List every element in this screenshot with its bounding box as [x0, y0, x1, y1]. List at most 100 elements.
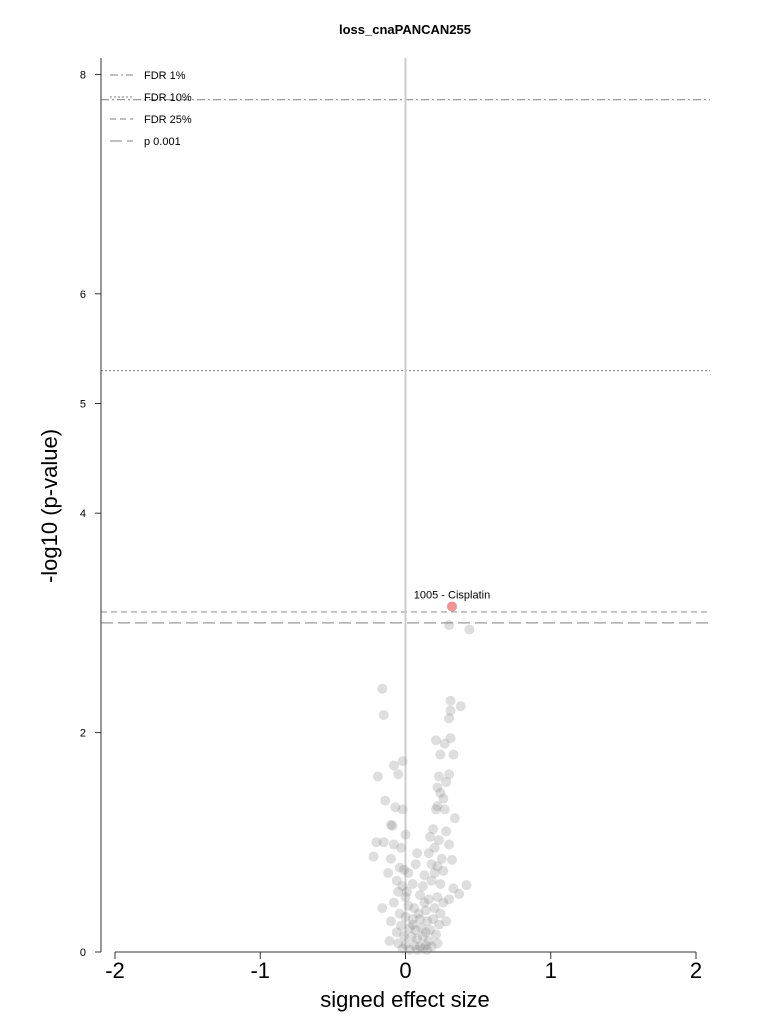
- data-point: [423, 936, 434, 947]
- data-point: [422, 916, 433, 927]
- data-point: [432, 861, 443, 872]
- x-tick-label: 0: [399, 958, 411, 983]
- highlight-label: 1005 - Cisplatin: [414, 589, 490, 601]
- data-point: [388, 839, 399, 850]
- data-point: [415, 914, 426, 925]
- data-point: [435, 908, 446, 919]
- data-point: [446, 854, 457, 865]
- data-point: [444, 839, 455, 850]
- data-point: [403, 900, 414, 911]
- data-point: [400, 911, 411, 922]
- data-point: [454, 888, 465, 899]
- y-axis-ticks: 0 2 4 5 6 8: [80, 69, 101, 959]
- data-point: [400, 939, 411, 950]
- data-point: [400, 892, 411, 903]
- legend: FDR 1% FDR 10% FDR 25% p 0.001: [110, 70, 192, 148]
- data-point: [438, 793, 449, 804]
- x-tick-label: 2: [690, 958, 702, 983]
- data-point: [420, 905, 431, 916]
- data-point: [423, 894, 434, 905]
- data-point: [415, 889, 426, 900]
- data-point: [445, 705, 456, 716]
- data-point: [368, 851, 379, 862]
- data-point: [404, 922, 415, 933]
- data-point: [412, 933, 423, 944]
- data-point: [391, 875, 402, 886]
- data-point: [441, 826, 452, 837]
- data-point: [394, 908, 405, 919]
- data-point: [387, 820, 398, 831]
- data-point: [422, 944, 433, 955]
- data-point: [425, 831, 436, 842]
- data-point: [444, 620, 455, 631]
- data-point: [393, 886, 404, 897]
- legend-label: FDR 1%: [144, 70, 186, 82]
- data-point: [401, 886, 412, 897]
- data-point: [410, 925, 421, 936]
- data-point: [431, 735, 442, 746]
- data-point: [406, 931, 417, 942]
- data-point: [412, 848, 423, 859]
- data-point: [410, 859, 421, 870]
- data-point: [439, 804, 450, 815]
- legend-label: FDR 25%: [144, 114, 192, 126]
- data-point: [438, 897, 449, 908]
- data-point: [433, 835, 444, 846]
- data-point: [423, 848, 434, 859]
- data-point: [417, 881, 428, 892]
- data-point: [426, 859, 437, 870]
- data-point: [394, 862, 405, 873]
- x-tick-label: -2: [105, 958, 125, 983]
- data-point: [397, 881, 408, 892]
- data-point: [461, 880, 472, 891]
- y-tick-label: 2: [80, 728, 86, 740]
- data-point: [444, 894, 455, 905]
- data-point: [426, 941, 437, 952]
- data-point: [377, 903, 388, 914]
- chart-title: loss_cnaPANCAN255: [339, 22, 471, 37]
- data-point: [399, 930, 410, 941]
- highlight-point: [446, 601, 457, 612]
- data-point: [388, 897, 399, 908]
- data-point: [385, 916, 396, 927]
- data-point: [441, 776, 452, 787]
- data-point: [429, 868, 440, 879]
- data-point: [425, 925, 436, 936]
- data-point: [391, 927, 402, 938]
- data-point: [429, 903, 440, 914]
- y-tick-label: 4: [80, 508, 86, 520]
- data-point: [435, 787, 446, 798]
- data-point: [385, 819, 396, 830]
- data-point: [407, 914, 418, 925]
- data-point: [448, 883, 459, 894]
- data-point: [420, 927, 431, 938]
- data-point: [431, 929, 442, 940]
- data-point: [420, 940, 431, 951]
- data-point: [385, 853, 396, 864]
- data-point: [396, 842, 407, 853]
- data-point: [371, 837, 382, 848]
- data-point: [416, 922, 427, 933]
- legend-label: FDR 10%: [144, 92, 192, 104]
- y-tick-label: 6: [80, 289, 86, 301]
- data-point: [390, 802, 401, 813]
- data-point: [377, 683, 388, 694]
- data-point: [445, 695, 456, 706]
- data-point: [439, 738, 450, 749]
- data-point: [445, 733, 456, 744]
- y-tick-label: 8: [80, 69, 86, 81]
- data-point: [464, 624, 475, 635]
- data-point: [378, 837, 389, 848]
- data-points: [368, 620, 475, 955]
- data-point: [399, 864, 410, 875]
- data-point: [372, 771, 383, 782]
- data-point: [384, 936, 395, 947]
- data-point: [435, 749, 446, 760]
- data-point: [396, 920, 407, 931]
- data-point: [444, 769, 455, 780]
- data-point: [436, 853, 447, 864]
- data-point: [449, 813, 460, 824]
- y-tick-label: 5: [80, 399, 86, 411]
- data-point: [388, 760, 399, 771]
- data-point: [433, 771, 444, 782]
